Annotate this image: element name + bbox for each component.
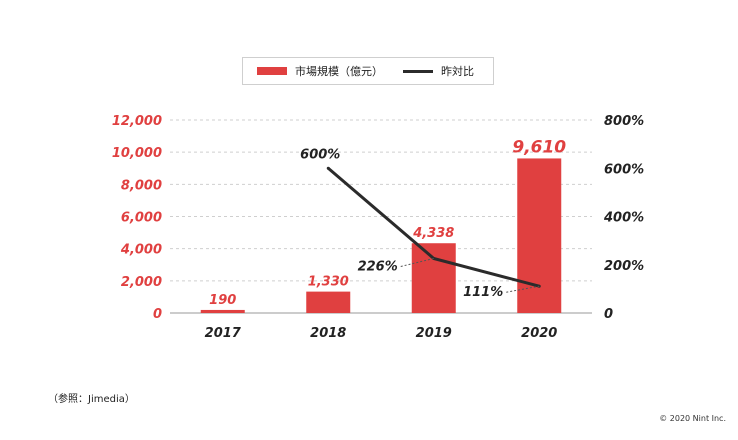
bar-value-label: 1,330 — [308, 275, 349, 290]
y-left-tick-label: 8,000 — [121, 178, 162, 193]
bar-value-label: 9,610 — [512, 137, 566, 157]
bar — [306, 291, 351, 313]
y-left-tick-label: 12,000 — [112, 114, 162, 129]
bar — [200, 309, 245, 313]
yoy-value-label: 600% — [300, 147, 340, 162]
y-left-tick-label: 10,000 — [112, 146, 162, 161]
bar — [517, 158, 562, 313]
source-note: （参照：Jimedia） — [48, 394, 135, 405]
bar-value-label: 190 — [209, 293, 236, 308]
yoy-leader-line — [400, 257, 434, 267]
legend-item-yoy: 昨対比 — [403, 58, 474, 84]
x-tick-label: 2017 — [205, 326, 242, 341]
y-left-tick-label: 4,000 — [120, 243, 162, 258]
yoy-value-label: 226% — [358, 259, 398, 274]
legend-bar-swatch — [257, 67, 287, 75]
yoy-leader-line — [506, 285, 540, 293]
y-left-tick-label: 0 — [153, 307, 162, 322]
y-right-tick-label: 400% — [603, 211, 644, 226]
y-left-tick-label: 2,000 — [121, 275, 162, 290]
copyright: © 2020 Nint Inc. — [659, 414, 726, 423]
legend-item-market-size: 市場規模（億元） — [257, 58, 383, 84]
yoy-value-label: 111% — [463, 285, 503, 300]
y-right-tick-label: 800% — [604, 114, 644, 129]
x-tick-label: 2019 — [416, 326, 452, 341]
legend-label-market-size: 市場規模（億元） — [295, 65, 383, 78]
x-tick-label: 2018 — [310, 326, 346, 341]
x-tick-label: 2020 — [521, 326, 557, 341]
bar-value-label: 4,338 — [412, 226, 454, 241]
legend-line-swatch — [403, 69, 433, 73]
legend-label-yoy: 昨対比 — [441, 65, 474, 78]
y-right-tick-label: 0 — [604, 307, 613, 322]
y-left-tick-label: 6,000 — [121, 211, 162, 226]
bar — [411, 243, 456, 313]
y-right-tick-label: 600% — [604, 162, 644, 177]
y-right-tick-label: 200% — [604, 259, 644, 274]
yoy-point — [326, 166, 330, 170]
legend: 市場規模（億元） 昨対比 — [242, 57, 494, 85]
